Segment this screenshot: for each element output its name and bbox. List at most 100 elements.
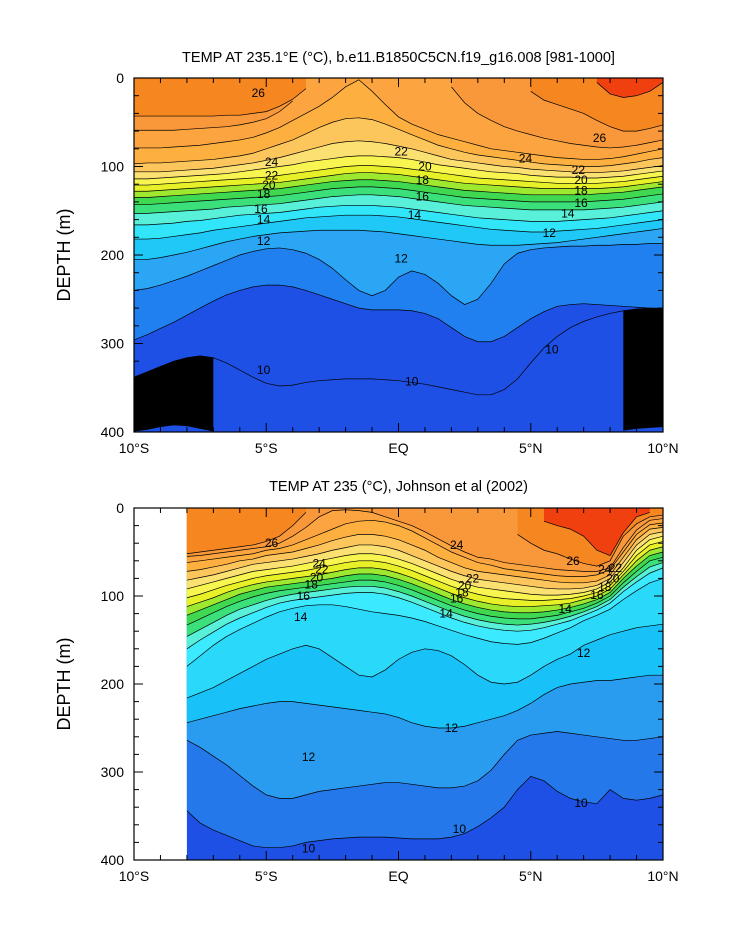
isotherm-9 [134,424,214,432]
contour-label: 10 [405,375,419,389]
bottom-panel-contour-fill [186,508,663,860]
top-panel-y-axis-label: DEPTH (m) [54,209,74,302]
contour-label: 20 [262,178,276,192]
isotherm-10 [186,775,663,849]
isotherm-13 [186,623,663,699]
contour-label: 18 [574,183,588,197]
contour-label: 22 [609,561,623,575]
y-tick-label: 0 [116,70,124,86]
isotherm-13 [134,228,663,260]
contour-label: 16 [416,190,430,204]
bottom-panel-contour-labels: 2624222018161424222018161426242220181614… [265,536,623,855]
contour-label: 20 [458,578,472,592]
contour-label: 14 [558,602,572,616]
contour-label: 16 [574,196,588,210]
contour-label: 24 [312,556,326,570]
temperature-band-26 [186,508,306,554]
y-tick-label: 200 [101,247,125,263]
contour-label: 16 [254,202,268,216]
isotherm-25 [134,100,293,131]
isotherm-26 [186,512,307,555]
isotherm-14 [134,214,663,240]
y-tick-label: 200 [101,676,125,692]
contour-label: 24 [450,538,464,552]
isotherm-22 [186,531,663,590]
y-tick-label: 0 [116,500,124,516]
isotherm-19 [186,546,663,607]
contour-label: 18 [455,585,469,599]
isotherm-26 [530,90,663,132]
x-tick-label: 10°S [119,440,150,456]
isotherm-24 [134,79,663,160]
isotherm-21 [186,535,663,596]
isotherm-16 [134,194,663,214]
isotherm-23 [134,117,663,167]
contour-label: 14 [408,208,422,222]
contour-label: 22 [265,168,279,182]
isotherm-10 [134,307,663,396]
isotherm-14 [186,578,663,667]
x-tick-label: 10°S [119,868,150,884]
contour-label: 20 [310,571,324,585]
bottom-panel: TEMP AT 235 (°C), Johnson et al (2002) 2… [54,479,679,884]
isotherm-26 [134,88,307,117]
isotherm-18 [134,179,663,198]
top-panel-title: TEMP AT 235.1°E (°C), b.e11.B1850C5CN.f1… [182,50,615,66]
contour-label: 12 [445,721,459,735]
isotherm-16 [186,562,663,637]
x-tick-label: 5°N [519,868,543,884]
contour-label: 16 [590,588,604,602]
contour-label: 12 [302,750,316,764]
y-tick-label: 300 [101,764,125,780]
contour-label: 14 [561,206,575,220]
contour-label: 22 [572,163,586,177]
bottom-panel-isolines [186,509,663,849]
x-tick-label: EQ [388,868,408,884]
contour-label: 12 [394,252,408,266]
isotherm-22 [134,140,663,174]
y-tick-label: 400 [101,852,125,868]
contour-label: 10 [302,842,316,856]
contour-label: 20 [606,571,620,585]
contour-label: 12 [257,234,271,248]
contour-label: 18 [416,173,430,187]
x-tick-label: 5°S [255,440,278,456]
bottom-panel-title: TEMP AT 235 (°C), Johnson et al (2002) [269,479,528,495]
contour-label: 22 [315,563,329,577]
isotherm-20 [186,541,663,601]
contour-label: 18 [598,580,612,594]
contour-label: 26 [566,554,580,568]
contour-label: 10 [545,343,559,357]
isotherm-12 [134,243,663,305]
contour-label: 20 [418,160,432,174]
contour-label: 16 [297,589,311,603]
x-tick-label: 10°N [647,440,678,456]
temperature-band-27 [596,78,663,98]
contour-label: 26 [593,131,607,145]
isotherm-24 [186,519,663,577]
y-tick-label: 300 [101,336,125,352]
isotherm-20 [134,165,663,186]
contour-label: 16 [450,592,464,606]
isotherm-17 [134,186,663,205]
isotherm-9 [623,426,663,431]
isotherm-19 [134,172,663,192]
contour-label: 10 [453,822,467,836]
bottom-panel-axes: 10°S 5°S EQ 5°N 10°N 0 100 200 300 400 [101,500,679,884]
contour-label: 26 [252,86,266,100]
x-tick-label: 10°N [647,868,678,884]
bottom-panel-y-axis-label: DEPTH (m) [54,638,74,731]
x-tick-label: 5°N [519,440,543,456]
top-panel-isolines [134,79,663,432]
isotherm-11 [186,731,663,799]
top-panel: TEMP AT 235.1°E (°C), b.e11.B1850C5CN.f1… [54,50,679,456]
top-panel-contour-fill [134,78,663,432]
y-tick-label: 400 [101,424,125,440]
contour-label: 22 [394,144,408,158]
temperature-band-27 [543,508,650,556]
contour-label: 24 [598,563,612,577]
isotherm-26 [517,514,663,567]
contour-label: 18 [257,187,271,201]
contour-label: 20 [574,173,588,187]
